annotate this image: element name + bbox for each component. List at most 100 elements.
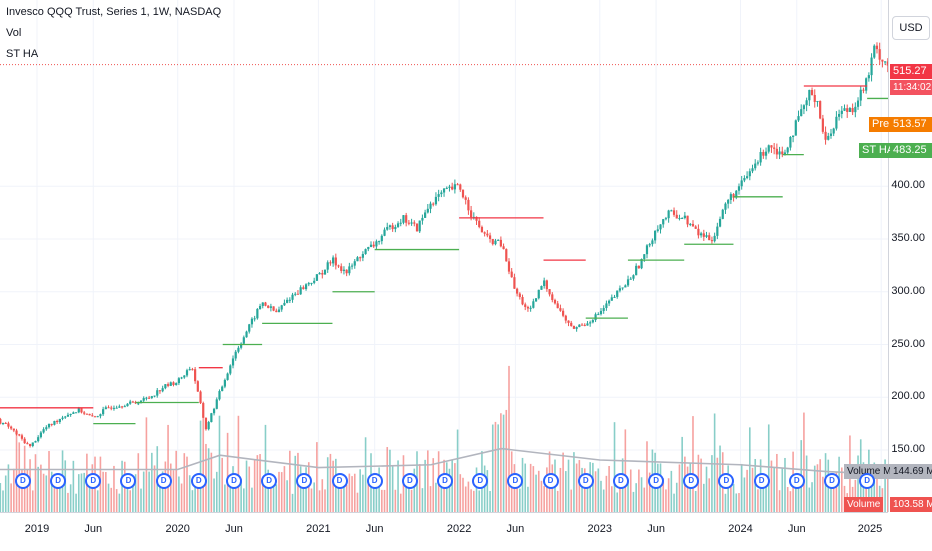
- dividend-icon[interactable]: D: [437, 473, 454, 489]
- dividend-icon[interactable]: D: [401, 473, 418, 489]
- volume-bar: [470, 489, 472, 512]
- dividend-icon[interactable]: D: [472, 473, 489, 489]
- volume-bar: [870, 479, 873, 512]
- volume-bar: [432, 458, 435, 512]
- dividend-icon[interactable]: D: [225, 473, 242, 489]
- volume-bar: [337, 474, 340, 512]
- volume-bar: [778, 490, 781, 512]
- candle-body: [737, 186, 741, 191]
- price-tick-label: 200.00: [891, 390, 925, 403]
- candle-body: [440, 192, 443, 195]
- candle-body: [99, 414, 102, 417]
- candle-body: [859, 89, 862, 101]
- volume-bar: [646, 441, 648, 512]
- volume-indicator-label[interactable]: Vol: [6, 27, 22, 39]
- candle-body: [567, 320, 570, 323]
- volume-bar: [45, 475, 48, 512]
- volume-bar: [56, 483, 58, 512]
- dividend-icon[interactable]: D: [612, 473, 629, 489]
- volume-bar: [202, 413, 205, 512]
- volume-bar: [648, 472, 651, 512]
- dividend-icon[interactable]: D: [823, 473, 840, 489]
- dividend-icon[interactable]: D: [577, 473, 594, 489]
- candle-body: [626, 279, 630, 286]
- dividend-icon[interactable]: D: [753, 473, 770, 489]
- volume-bar: [418, 464, 421, 512]
- volume-bar: [394, 489, 397, 512]
- candle-body: [315, 274, 318, 281]
- candle-body: [161, 388, 164, 392]
- candle-body: [28, 443, 32, 447]
- dividend-icon[interactable]: D: [261, 473, 278, 489]
- volume-bar: [151, 452, 153, 512]
- volume-bar: [611, 486, 613, 512]
- candle-body: [394, 226, 397, 230]
- candle-body: [361, 254, 364, 258]
- dividend-icon[interactable]: D: [190, 473, 207, 489]
- candle-body: [694, 226, 697, 229]
- candle-body: [424, 212, 427, 218]
- dividend-icon[interactable]: D: [648, 473, 665, 489]
- dividend-icon[interactable]: D: [331, 473, 348, 489]
- dividend-icon[interactable]: D: [296, 473, 313, 489]
- dividend-icon[interactable]: D: [14, 473, 31, 489]
- volume-bar: [429, 486, 432, 512]
- dividend-icon[interactable]: D: [683, 473, 700, 489]
- candle-body: [318, 273, 321, 275]
- dividend-icon[interactable]: D: [50, 473, 67, 489]
- dividend-icon[interactable]: D: [155, 473, 172, 489]
- time-axis[interactable]: 2019 Jun 2020 Jun 2021 Jun 2022 Jun 2023 Jun 2024 J…: [0, 512, 888, 551]
- supertrend-indicator-label[interactable]: ST HA: [6, 48, 39, 60]
- volume-bar: [570, 489, 573, 512]
- dividend-icon[interactable]: D: [120, 473, 137, 489]
- volume-bar: [816, 464, 819, 512]
- time-tick-label: 2024: [728, 523, 753, 535]
- dividend-icon[interactable]: D: [507, 473, 524, 489]
- dividend-icon[interactable]: D: [859, 473, 876, 489]
- candle-body: [524, 304, 527, 307]
- volume-bar: [31, 490, 34, 512]
- volume-bar: [537, 470, 540, 512]
- candle-body: [516, 288, 519, 294]
- candle-body: [502, 246, 505, 250]
- candle-body: [562, 310, 565, 316]
- volume-bar: [546, 467, 548, 512]
- candle-body: [88, 413, 91, 416]
- chart-pane[interactable]: [0, 0, 888, 512]
- candle-body: [862, 89, 865, 91]
- volume-bar: [884, 459, 886, 512]
- candle-body: [332, 257, 335, 264]
- volume-bar: [738, 493, 740, 512]
- candle-body: [856, 100, 860, 107]
- volume-bar: [746, 469, 748, 512]
- volume-bar: [229, 479, 232, 512]
- dividend-icon[interactable]: D: [542, 473, 559, 489]
- candle-body: [445, 187, 448, 189]
- dividend-icon[interactable]: D: [366, 473, 383, 489]
- volume-bar: [795, 484, 797, 512]
- symbol-title[interactable]: Invesco QQQ Trust, Series 1, 1W, NASDAQ: [6, 6, 222, 18]
- candle-body: [451, 186, 454, 190]
- volume-bar: [730, 483, 732, 512]
- candle-body: [767, 145, 770, 152]
- candle-body: [12, 428, 15, 431]
- dividend-icon[interactable]: D: [788, 473, 805, 489]
- volume-bar: [427, 450, 429, 512]
- volume-bar: [635, 483, 637, 512]
- candle-body: [570, 322, 573, 326]
- volume-bar: [88, 487, 91, 512]
- volume-bar: [215, 471, 218, 512]
- volume-bar: [670, 470, 673, 512]
- volume-bar: [805, 455, 808, 512]
- dividend-icon[interactable]: D: [718, 473, 735, 489]
- chart-canvas[interactable]: [0, 0, 888, 512]
- volume-bar: [251, 487, 253, 512]
- candle-body: [304, 284, 308, 290]
- candle-body: [342, 269, 346, 271]
- currency-button[interactable]: USD: [892, 16, 930, 40]
- candle-body: [37, 437, 40, 442]
- dividend-icon[interactable]: D: [85, 473, 102, 489]
- candle-body: [245, 331, 248, 338]
- candle-body: [234, 351, 237, 359]
- candle-body: [15, 430, 18, 435]
